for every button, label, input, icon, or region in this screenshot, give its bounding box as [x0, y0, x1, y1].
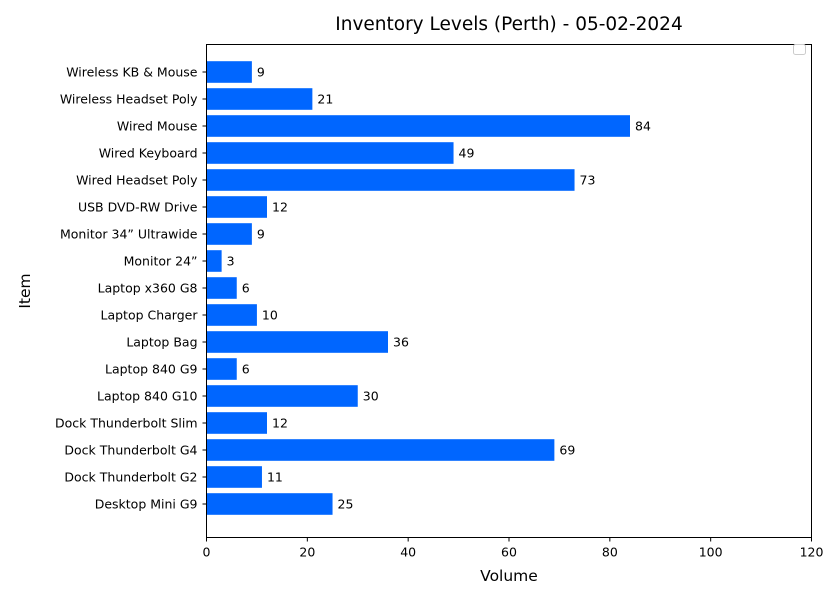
bar-value-label: 69	[559, 443, 575, 458]
bar-value-label: 9	[257, 227, 265, 242]
bar	[206, 331, 388, 353]
bar-value-label: 6	[242, 281, 250, 296]
bar	[206, 169, 575, 191]
y-tick-label: Laptop 840 G10	[97, 389, 197, 404]
x-tick-label: 0	[203, 545, 211, 560]
bar-value-label: 73	[580, 173, 596, 188]
bar-value-label: 11	[267, 470, 283, 485]
bar	[206, 493, 333, 515]
bar	[206, 142, 454, 164]
bar	[206, 466, 262, 488]
bar-value-label: 6	[242, 362, 250, 377]
plot-frame	[206, 44, 812, 538]
y-tick-label: Wireless Headset Poly	[60, 92, 198, 107]
chart-title: Inventory Levels (Perth) - 05-02-2024	[335, 14, 682, 35]
x-tick-label: 120	[800, 545, 824, 560]
bar	[206, 250, 222, 272]
bar	[206, 196, 267, 218]
bar-value-label: 36	[393, 335, 409, 350]
bar	[206, 115, 630, 137]
bar-value-label: 49	[459, 146, 475, 161]
bar-value-label: 3	[227, 254, 235, 269]
y-tick-label: USB DVD-RW Drive	[78, 200, 198, 215]
y-tick-label: Dock Thunderbolt Slim	[55, 416, 198, 431]
y-tick-label: Dock Thunderbolt G4	[64, 443, 197, 458]
y-tick-label: Dock Thunderbolt G2	[64, 470, 197, 485]
bar	[206, 439, 555, 461]
x-axis-title: Volume	[480, 567, 538, 585]
bar	[206, 358, 237, 380]
y-tick-label: Wireless KB & Mouse	[66, 65, 198, 80]
bar-value-label: 30	[363, 389, 379, 404]
bar-value-label: 9	[257, 65, 265, 80]
y-axis-ticks: Desktop Mini G9 Dock Thunderbolt G2 Dock T…	[55, 65, 207, 512]
y-tick-label: Laptop Charger	[100, 308, 198, 323]
bar	[206, 304, 257, 326]
bars-group	[206, 61, 630, 515]
bar-value-label: 10	[262, 308, 278, 323]
y-tick-label: Wired Headset Poly	[76, 173, 198, 188]
y-tick-label: Wired Keyboard	[99, 146, 198, 161]
bar-value-label: 12	[272, 416, 288, 431]
y-tick-label: Laptop x360 G8	[98, 281, 198, 296]
x-tick-label: 60	[501, 545, 517, 560]
bar-value-label: 21	[317, 92, 333, 107]
y-tick-label: Monitor 34” Ultrawide	[60, 227, 198, 242]
y-tick-label: Laptop 840 G9	[105, 362, 198, 377]
bar	[206, 88, 313, 110]
y-tick-label: Wired Mouse	[117, 119, 198, 134]
bar	[206, 223, 252, 245]
x-tick-label: 100	[699, 545, 723, 560]
y-tick-label: Laptop Bag	[126, 335, 197, 350]
bar	[206, 385, 358, 407]
y-tick-label: Desktop Mini G9	[95, 497, 198, 512]
bar-value-label: 12	[272, 200, 288, 215]
y-axis-title: Item	[16, 273, 34, 308]
bar	[206, 61, 252, 83]
x-tick-label: 40	[400, 545, 416, 560]
y-tick-label: Monitor 24”	[124, 254, 198, 269]
bar-value-label: 25	[338, 497, 354, 512]
x-axis-ticks: 0 20 40 60 80 100 120	[203, 537, 824, 560]
x-tick-label: 80	[602, 545, 618, 560]
x-tick-label: 20	[299, 545, 315, 560]
empty-legend-box	[793, 44, 806, 55]
bar-value-label: 84	[635, 119, 651, 134]
bar	[206, 412, 267, 434]
bar	[206, 277, 237, 299]
